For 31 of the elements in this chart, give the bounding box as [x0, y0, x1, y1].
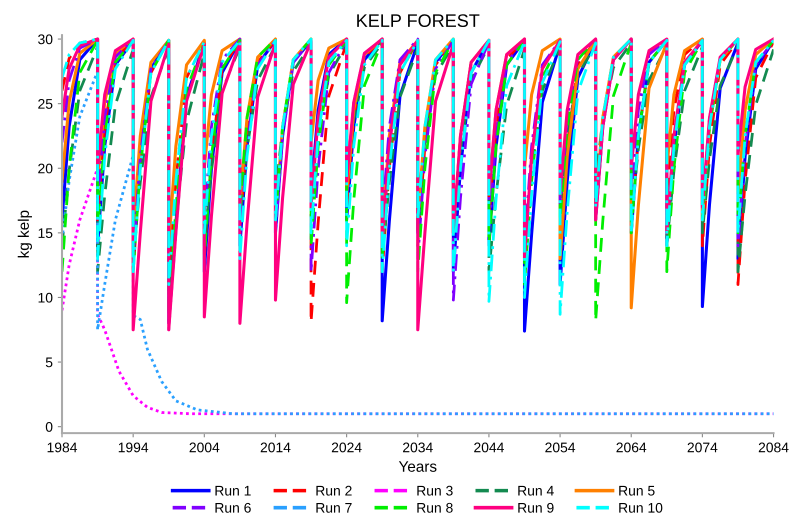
y-tick-label: 5 — [46, 358, 52, 368]
legend-label: Run 7 — [316, 503, 352, 513]
x-tick-label: 1994 — [118, 442, 148, 452]
legend-label: Run 3 — [417, 486, 453, 496]
legend-label: Run 8 — [417, 502, 453, 513]
legend-label: Run 2 — [316, 486, 352, 496]
x-tick-label: 2024 — [332, 442, 362, 452]
legend-label: Run 10 — [619, 502, 662, 513]
legend-label: Run 6 — [215, 502, 251, 513]
x-tick-label: 2004 — [190, 442, 220, 452]
y-axis-title: kg kelp — [18, 210, 32, 258]
chart-title: KELP FOREST — [357, 14, 480, 28]
x-axis-title: Years — [398, 461, 436, 472]
y-tick-label: 10 — [38, 292, 52, 303]
x-tick-label: 2064 — [616, 442, 646, 452]
x-tick-label: 2044 — [474, 442, 504, 452]
x-tick-label: 2054 — [545, 442, 576, 452]
legend-label: Run 5 — [619, 486, 655, 496]
y-tick-label: 0 — [46, 422, 52, 432]
x-tick-label: 2074 — [688, 442, 718, 452]
legend-label: Run 9 — [518, 502, 554, 513]
y-tick-label: 15 — [38, 228, 52, 238]
x-tick-label: 2084 — [758, 442, 789, 452]
y-tick-label: 20 — [38, 164, 52, 174]
x-tick-label: 2014 — [260, 442, 291, 452]
legend-label: Run 1 — [215, 486, 251, 496]
legend-label: Run 4 — [518, 486, 554, 496]
y-tick-label: 25 — [38, 98, 52, 109]
x-tick-label: 1984 — [48, 442, 78, 452]
y-tick-label: 30 — [38, 34, 52, 44]
x-tick-label: 2034 — [403, 442, 433, 452]
